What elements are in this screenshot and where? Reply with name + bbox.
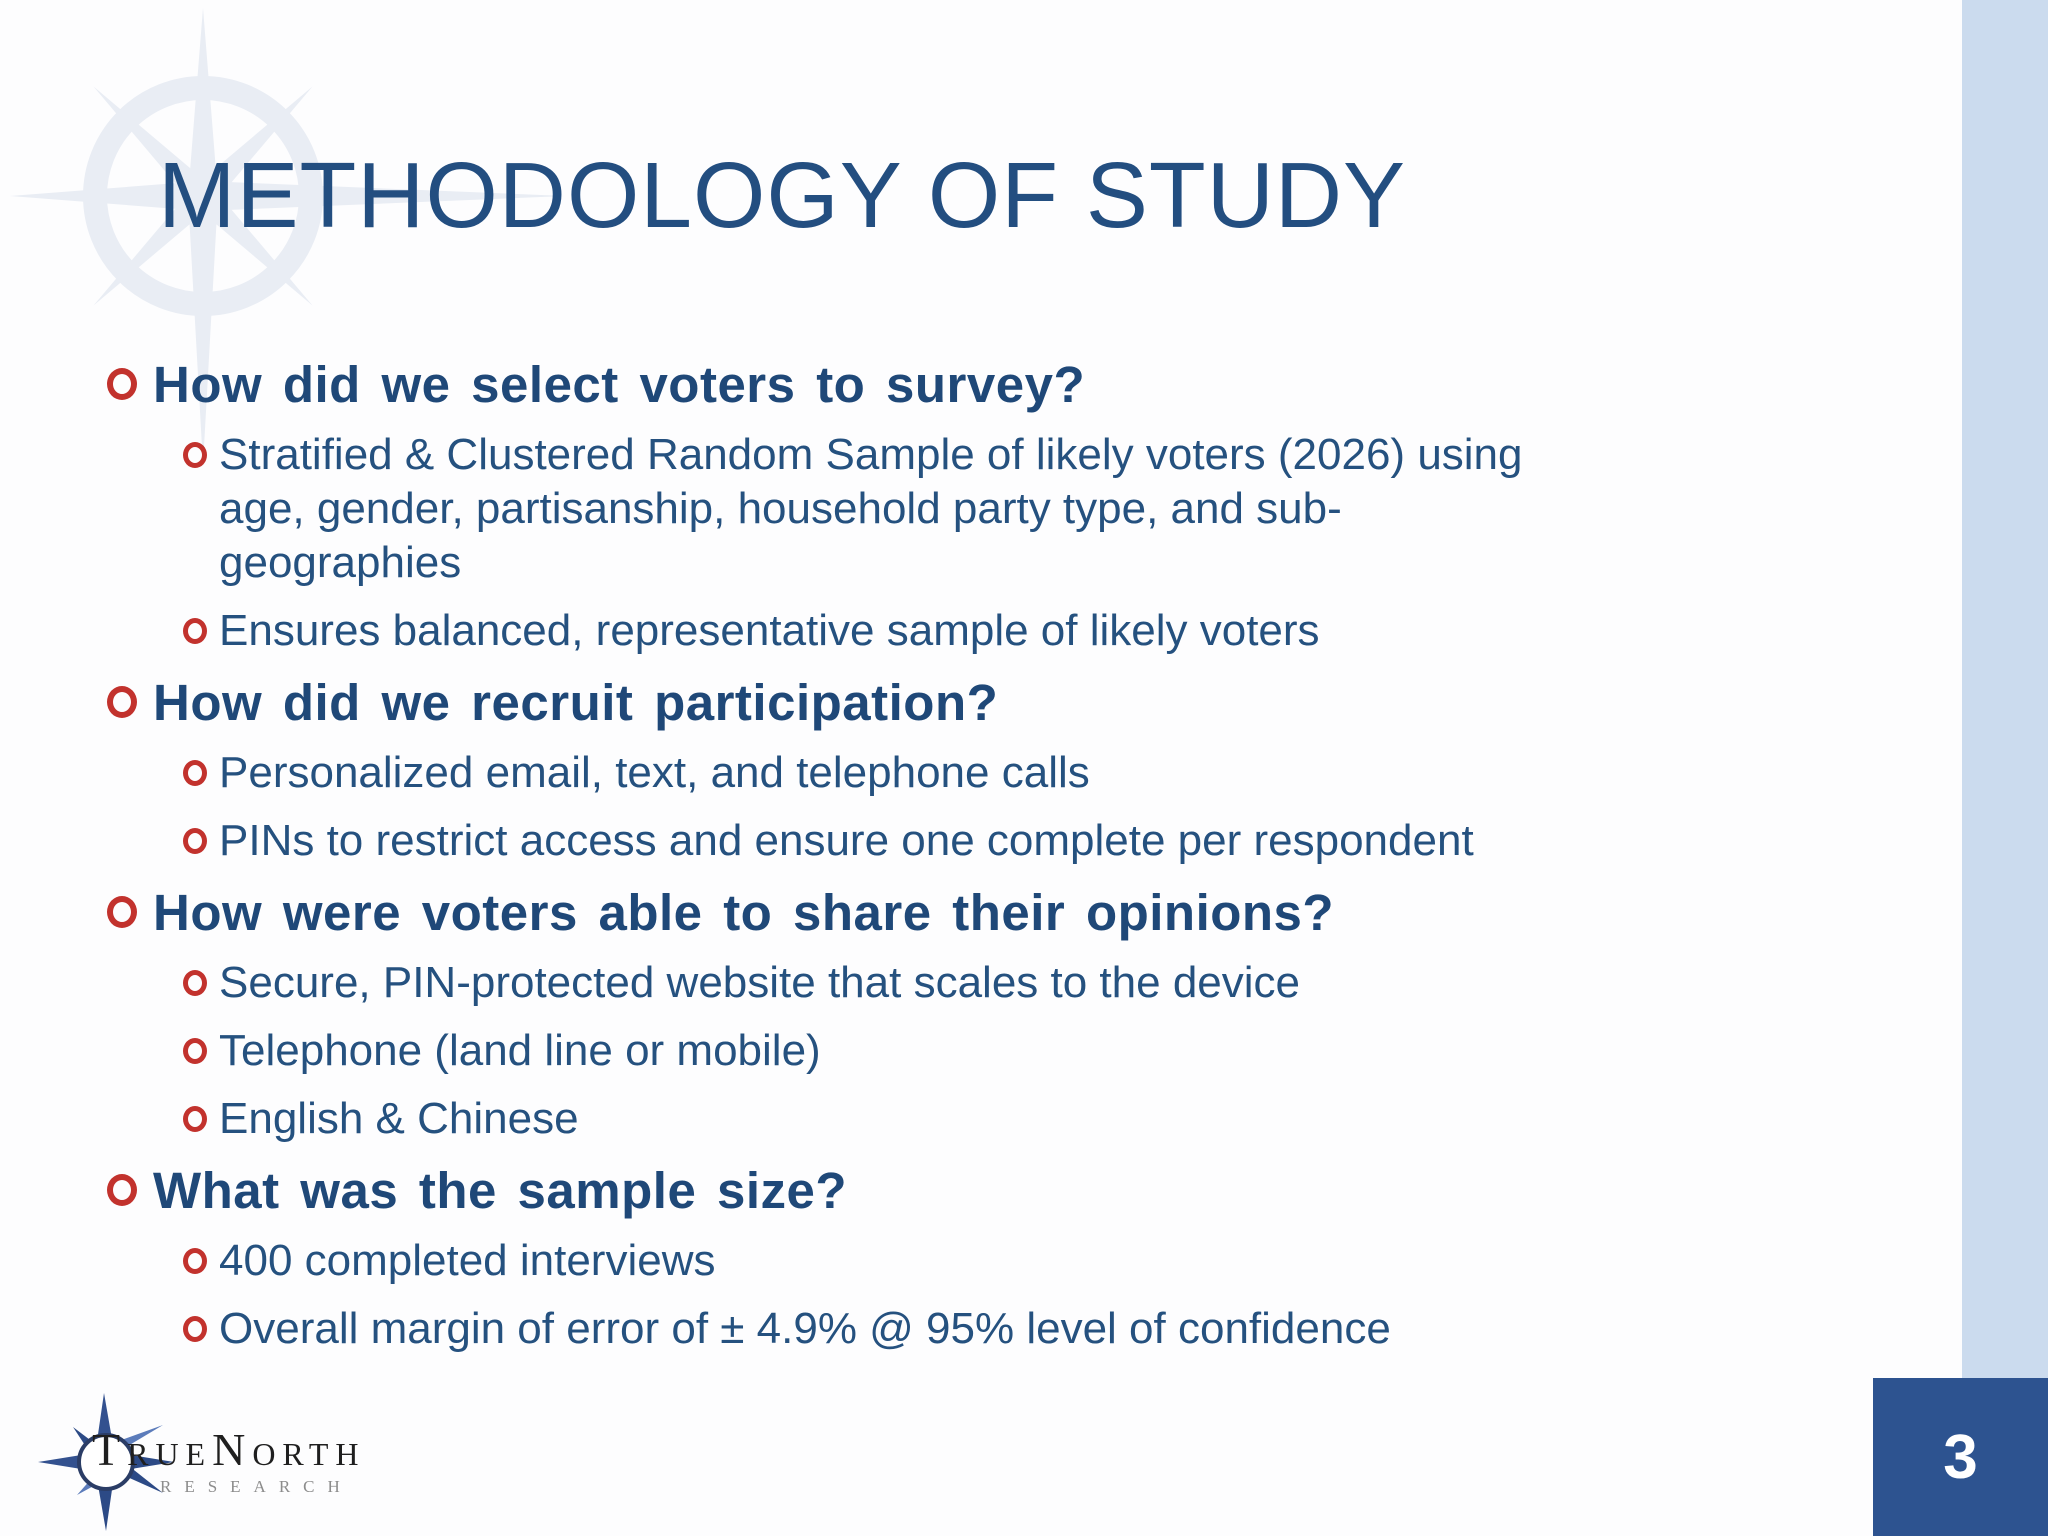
text-line: Secure, PIN-protected website that scale…	[219, 958, 1301, 1007]
section-heading: How did we select voters to survey?	[153, 356, 1086, 413]
red-circle-bullet-icon	[107, 368, 137, 400]
text-line: geographies	[219, 538, 462, 587]
red-circle-bullet-icon	[107, 896, 137, 928]
text-line: Overall margin of error of ± 4.9% @ 95% …	[219, 1304, 1391, 1353]
right-side-band	[1962, 0, 2048, 1536]
text-line: English & Chinese	[219, 1094, 579, 1143]
red-circle-bullet-icon	[107, 686, 137, 718]
red-circle-bullet-icon	[183, 1316, 207, 1342]
sub-bullet-item: PINs to restrict access and ensure one c…	[183, 814, 1925, 868]
red-circle-bullet-icon	[183, 1106, 207, 1132]
text-line: Telephone (land line or mobile)	[219, 1026, 821, 1075]
section-share-opinions: How were voters able to share their opin…	[105, 880, 1925, 1146]
sub-bullet-text: Secure, PIN-protected website that scale…	[219, 956, 1300, 1010]
text-line: age, gender, partisanship, household par…	[219, 484, 1342, 533]
red-circle-bullet-icon	[183, 618, 207, 644]
sub-bullet-text: English & Chinese	[219, 1092, 579, 1146]
compass-rose-watermark-icon	[10, 8, 565, 465]
text-line: Stratified & Clustered Random Sample of …	[219, 430, 1523, 479]
section-select-voters: How did we select voters to survey? Stra…	[105, 352, 1925, 658]
sub-bullet-text: 400 completed interviews	[219, 1234, 715, 1288]
red-circle-bullet-icon	[107, 1174, 137, 1206]
sub-bullet-item: Telephone (land line or mobile)	[183, 1024, 1925, 1078]
sub-bullet-item: Overall margin of error of ± 4.9% @ 95% …	[183, 1302, 1925, 1356]
sub-bullet-text: Telephone (land line or mobile)	[219, 1024, 821, 1078]
sub-bullet-item: Secure, PIN-protected website that scale…	[183, 956, 1925, 1010]
sub-bullet-text: Overall margin of error of ± 4.9% @ 95% …	[219, 1302, 1391, 1356]
compass-star-icon	[38, 1393, 174, 1531]
section-heading: How were voters able to share their opin…	[153, 884, 1335, 941]
section-heading-row: How did we select voters to survey?	[105, 352, 1925, 418]
text-line: 400 completed interviews	[219, 1236, 716, 1285]
bullet-list: How did we select voters to survey? Stra…	[105, 352, 1925, 1356]
red-circle-bullet-icon	[183, 828, 207, 854]
section-recruit-participation: How did we recruit participation? Person…	[105, 670, 1925, 868]
red-circle-bullet-icon	[183, 1248, 207, 1274]
text-line: Ensures balanced, representative sample …	[219, 606, 1320, 655]
text-line: PINs to restrict access and ensure one c…	[219, 816, 1474, 865]
sub-bullet-text: Personalized email, text, and telephone …	[219, 746, 1090, 800]
red-circle-bullet-icon	[183, 1038, 207, 1064]
text-line: Personalized email, text, and telephone …	[219, 748, 1090, 797]
section-heading-row: What was the sample size?	[105, 1158, 1925, 1224]
truenorth-research-logo: TrueNorth RESEARCH	[30, 1385, 450, 1535]
logo-name: TrueNorth	[92, 1424, 366, 1475]
sub-bullet-item: Personalized email, text, and telephone …	[183, 746, 1925, 800]
sub-bullet-item: 400 completed interviews	[183, 1234, 1925, 1288]
section-sample-size: What was the sample size? 400 completed …	[105, 1158, 1925, 1356]
sub-bullet-text: Stratified & Clustered Random Sample of …	[219, 428, 1523, 590]
logo-subtitle: RESEARCH	[160, 1477, 353, 1496]
sub-bullet-text: PINs to restrict access and ensure one c…	[219, 814, 1474, 868]
slide-title: METHODOLOGY OF STUDY	[158, 143, 1407, 247]
sub-bullet-item: Ensures balanced, representative sample …	[183, 604, 1925, 658]
red-circle-bullet-icon	[183, 760, 207, 786]
page-number-box: 3	[1873, 1378, 2048, 1536]
section-heading-row: How were voters able to share their opin…	[105, 880, 1925, 946]
sub-bullet-text: Ensures balanced, representative sample …	[219, 604, 1320, 658]
section-heading: How did we recruit participation?	[153, 674, 999, 731]
sub-bullet-item: Stratified & Clustered Random Sample of …	[183, 428, 1925, 590]
red-circle-bullet-icon	[183, 970, 207, 996]
section-heading-row: How did we recruit participation?	[105, 670, 1925, 736]
page-number: 3	[1943, 1422, 1978, 1492]
section-heading: What was the sample size?	[153, 1162, 848, 1219]
red-circle-bullet-icon	[183, 442, 207, 468]
sub-bullet-item: English & Chinese	[183, 1092, 1925, 1146]
